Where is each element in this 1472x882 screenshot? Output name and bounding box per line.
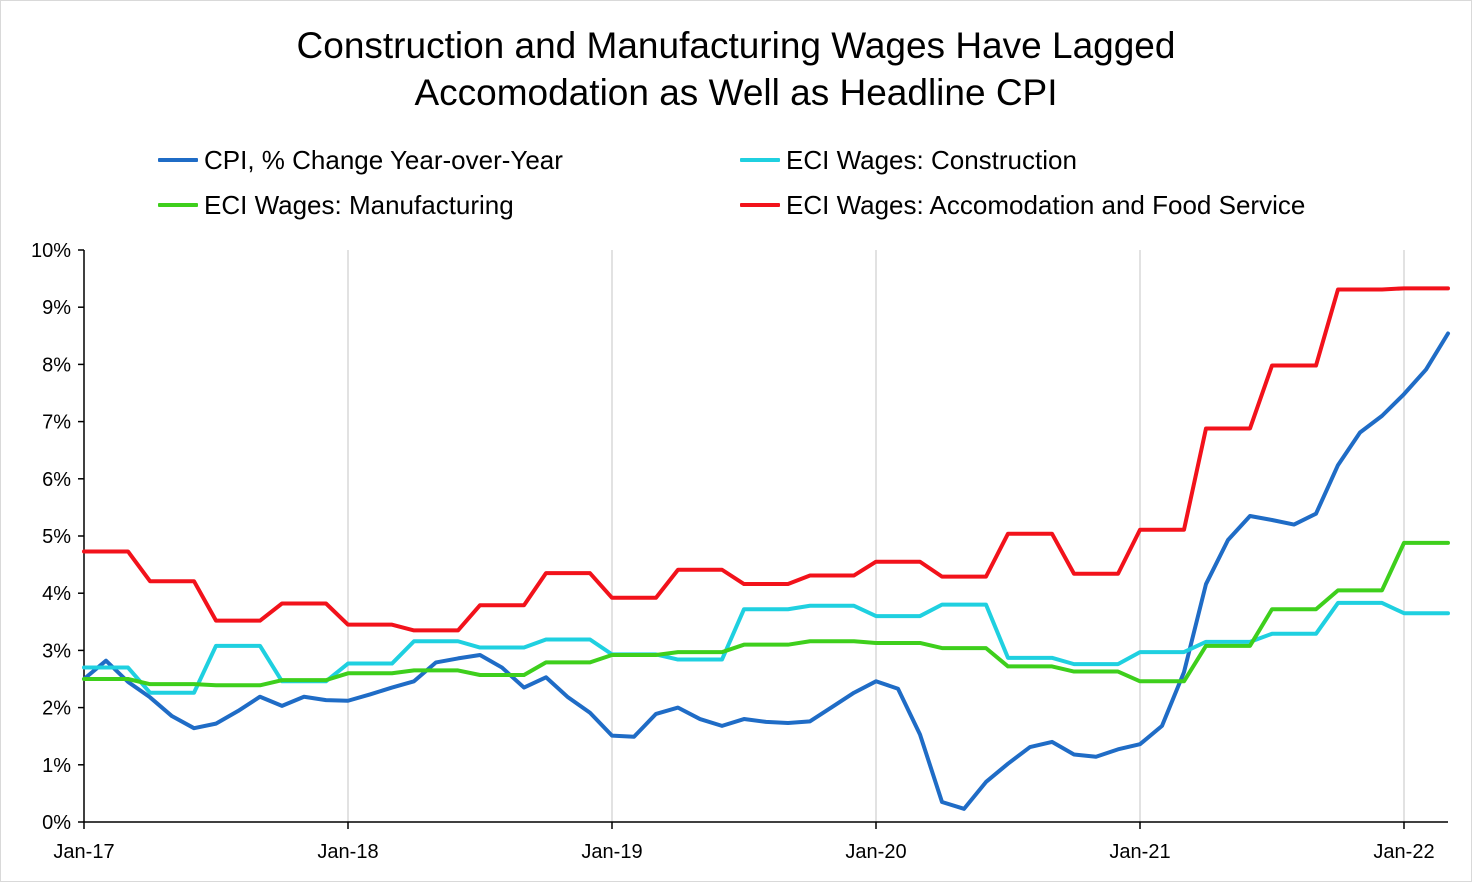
x-tick-label-5: Jan-22 bbox=[1373, 841, 1434, 863]
legend-item-manufacturing: ECI Wages: Manufacturing bbox=[158, 190, 514, 220]
legend-label-accomodation: ECI Wages: Accomodation and Food Service bbox=[786, 189, 1306, 220]
chart-title: Construction and Manufacturing Wages Hav… bbox=[0, 22, 1472, 116]
legend-swatch-construction bbox=[740, 158, 780, 162]
y-tick-label-2: 2% bbox=[42, 698, 71, 720]
series-line-3 bbox=[82, 286, 1450, 633]
chart-title-line-1: Construction and Manufacturing Wages Hav… bbox=[296, 25, 1176, 66]
x-tick-label-3: Jan-20 bbox=[845, 841, 906, 863]
y-tick-label-4: 4% bbox=[42, 583, 71, 605]
legend-swatch-cpi bbox=[158, 158, 198, 162]
legend-item-accomodation: ECI Wages: Accomodation and Food Service bbox=[740, 190, 1305, 220]
y-tick-label-10: 10% bbox=[31, 240, 71, 262]
legend-swatch-manufacturing bbox=[158, 203, 198, 207]
legend-item-cpi: CPI, % Change Year-over-Year bbox=[158, 145, 563, 175]
legend-label-cpi: CPI, % Change Year-over-Year bbox=[204, 144, 563, 175]
x-tick-label-4: Jan-21 bbox=[1109, 841, 1170, 863]
y-tick-label-5: 5% bbox=[42, 526, 71, 548]
y-tick-label-9: 9% bbox=[42, 297, 71, 319]
y-tick-label-8: 8% bbox=[42, 354, 71, 376]
legend-label-construction: ECI Wages: Construction bbox=[786, 144, 1077, 175]
series-line-0 bbox=[82, 331, 1450, 811]
chart-title-line-2: Accomodation as Well as Headline CPI bbox=[414, 72, 1058, 113]
series-line-2 bbox=[82, 540, 1450, 688]
legend-item-construction: ECI Wages: Construction bbox=[740, 145, 1077, 175]
x-tick-label-2: Jan-19 bbox=[581, 841, 642, 863]
y-tick-label-3: 3% bbox=[42, 640, 71, 662]
y-tick-label-6: 6% bbox=[42, 469, 71, 491]
legend-label-manufacturing: ECI Wages: Manufacturing bbox=[204, 189, 514, 220]
y-tick-label-7: 7% bbox=[42, 412, 71, 434]
legend-swatch-accomodation bbox=[740, 203, 780, 207]
x-tick-label-1: Jan-18 bbox=[317, 841, 378, 863]
x-tick-label-0: Jan-17 bbox=[53, 841, 114, 863]
y-tick-label-1: 1% bbox=[42, 755, 71, 777]
y-tick-label-0: 0% bbox=[42, 812, 71, 834]
